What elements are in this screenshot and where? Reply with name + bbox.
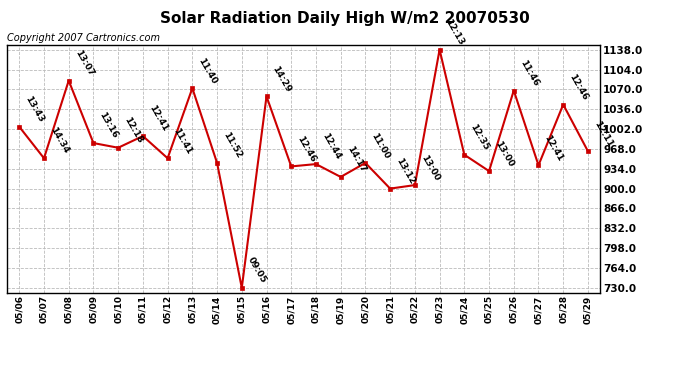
Text: 09:05: 09:05 [246,256,268,285]
Text: 13:16: 13:16 [97,111,119,140]
Text: 11:40: 11:40 [197,56,219,86]
Text: 13:43: 13:43 [23,94,46,124]
Text: 12:41: 12:41 [542,133,565,162]
Text: Copyright 2007 Cartronics.com: Copyright 2007 Cartronics.com [7,33,160,42]
Text: 13:12: 13:12 [394,156,416,186]
Text: 12:11: 12:11 [592,119,614,148]
Text: 12:46: 12:46 [295,134,317,164]
Text: 12:13: 12:13 [444,18,466,47]
Text: 13:00: 13:00 [419,153,441,182]
Text: 12:18: 12:18 [122,116,144,145]
Text: 12:44: 12:44 [320,132,342,161]
Text: 12:46: 12:46 [567,72,589,102]
Text: 12:35: 12:35 [469,123,491,152]
Text: 11:46: 11:46 [518,58,540,88]
Text: 11:00: 11:00 [370,131,391,160]
Text: 14:34: 14:34 [48,126,70,156]
Text: 13:00: 13:00 [493,139,515,168]
Text: 11:52: 11:52 [221,131,244,160]
Text: 12:41: 12:41 [147,104,169,133]
Text: Solar Radiation Daily High W/m2 20070530: Solar Radiation Daily High W/m2 20070530 [160,11,530,26]
Text: 13:07: 13:07 [73,48,95,78]
Text: 14:17: 14:17 [345,145,367,174]
Text: 14:29: 14:29 [270,64,293,94]
Text: 11:41: 11:41 [172,126,194,156]
